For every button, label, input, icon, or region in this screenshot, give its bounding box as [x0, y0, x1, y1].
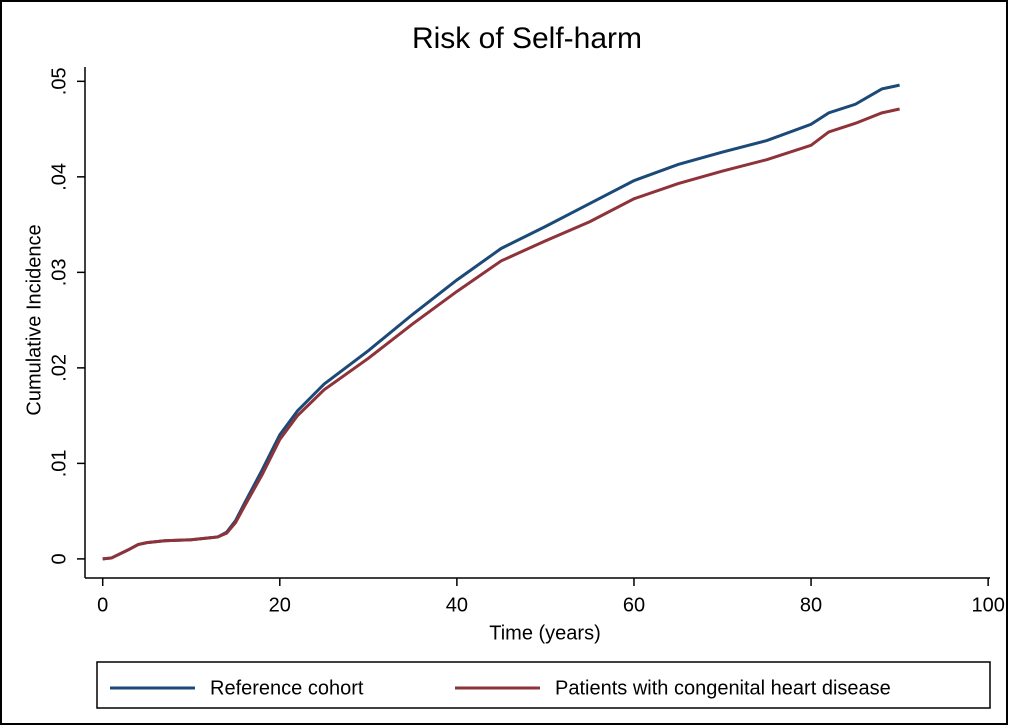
legend-label: Reference cohort — [210, 677, 364, 699]
x-axis-title: Time (years) — [489, 622, 600, 644]
x-tick-label: 40 — [446, 594, 468, 616]
y-tick-label: .05 — [48, 67, 70, 95]
y-tick-label: .03 — [48, 258, 70, 286]
y-axis-title: Cumulative Incidence — [23, 224, 45, 415]
x-tick-label: 80 — [800, 594, 822, 616]
x-tick-label: 20 — [269, 594, 291, 616]
series-line — [102, 107, 900, 561]
y-tick-label: .02 — [48, 354, 70, 382]
x-tick-label: 100 — [971, 594, 1004, 616]
chart-title: Risk of Self-harm — [412, 22, 642, 55]
y-tick-label: .01 — [48, 449, 70, 477]
legend-label: Patients with congenital heart disease — [555, 677, 891, 699]
x-tick-label: 60 — [623, 594, 645, 616]
legend-box — [96, 661, 991, 709]
y-tick-label: 0 — [48, 553, 70, 564]
x-tick-label: 0 — [97, 594, 108, 616]
y-tick-label: .04 — [48, 163, 70, 191]
